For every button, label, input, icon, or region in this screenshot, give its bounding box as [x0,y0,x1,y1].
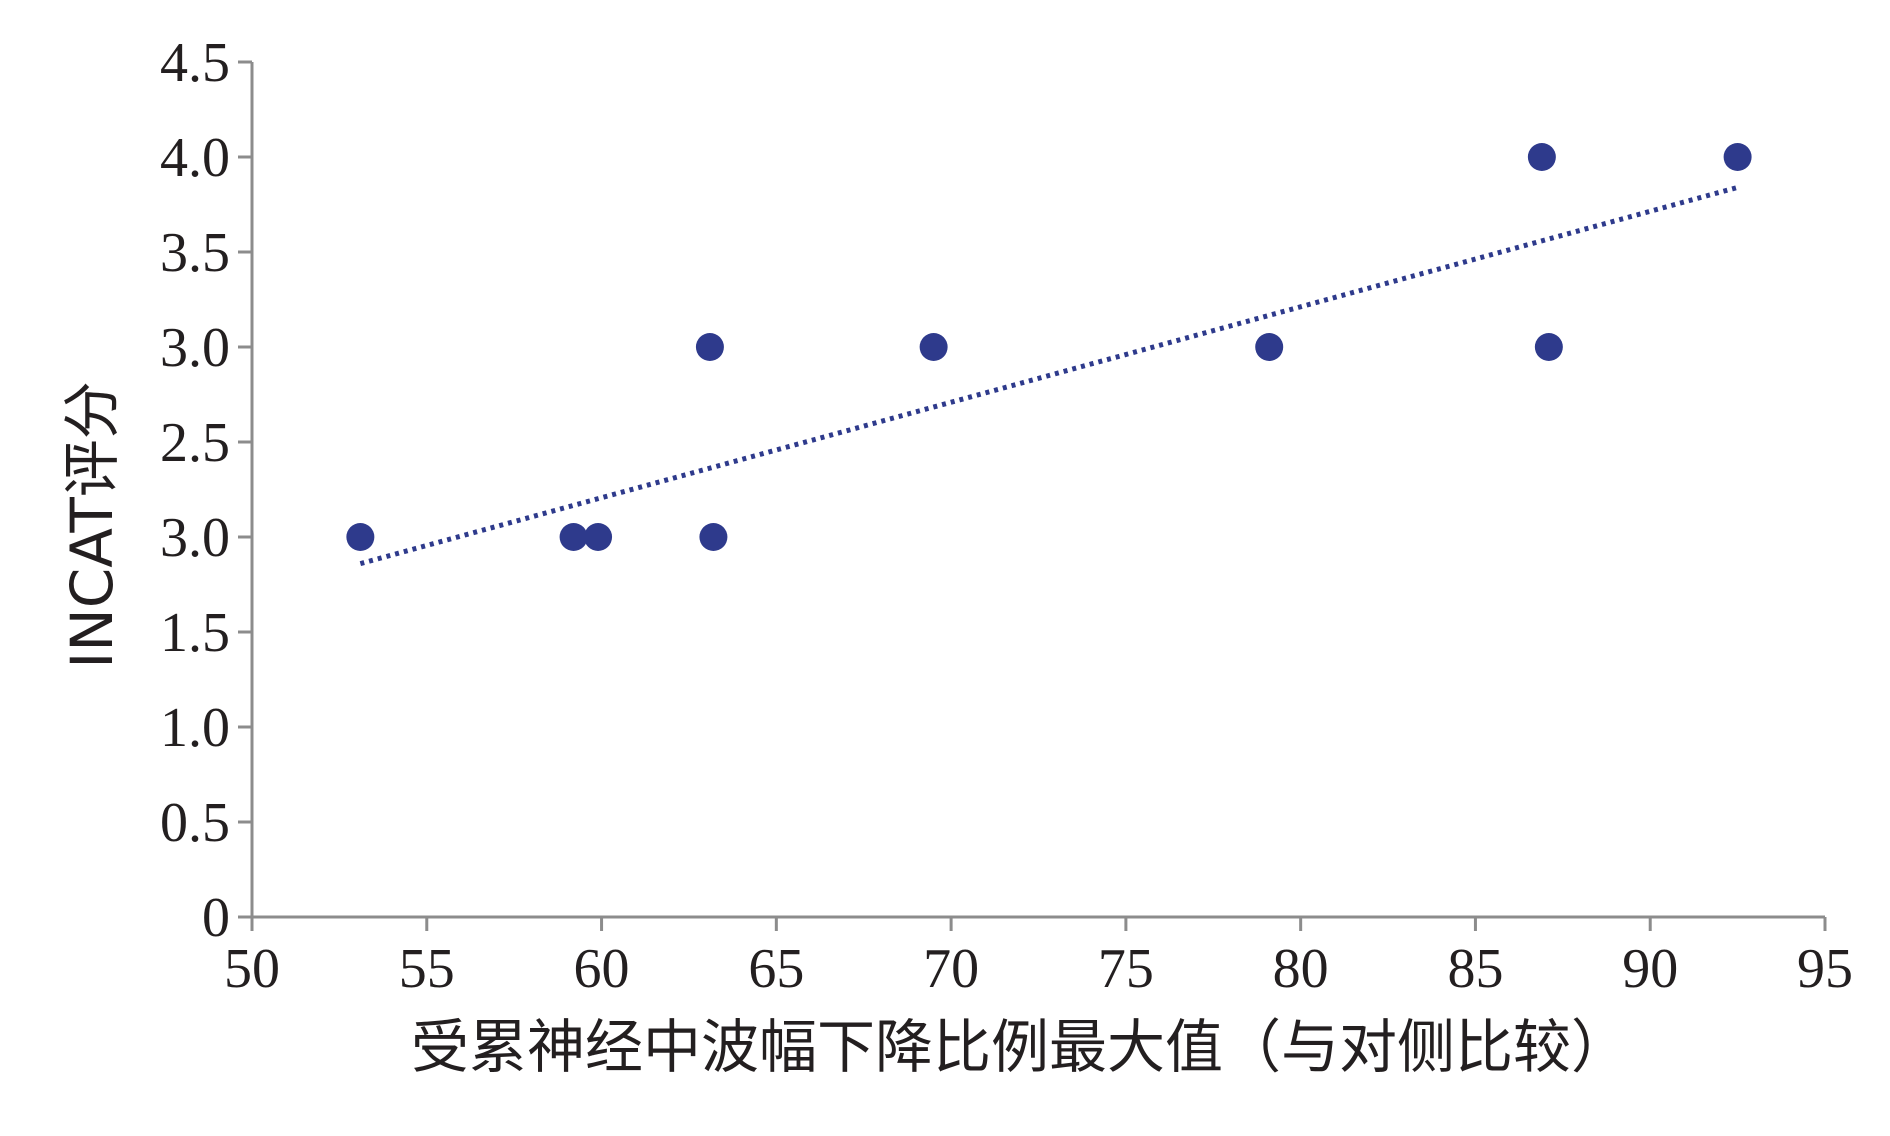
x-tick-label: 85 [1447,938,1503,1000]
axes [250,62,1825,919]
x-tick-label: 60 [574,938,630,1000]
x-tick-label: 55 [399,938,455,1000]
x-axis-ticks: 50 55 60 65 70 75 80 85 90 95 [224,917,1853,1000]
x-tick-label: 70 [923,938,979,1000]
x-tick-label: 90 [1622,938,1678,1000]
y-tick-label: 0.5 [160,792,230,854]
y-tick-label: 4.0 [160,127,230,189]
y-tick-label: 3.5 [160,222,230,284]
x-tick-label: 75 [1098,938,1154,1000]
data-point [1723,143,1752,171]
x-tick-label: 50 [224,938,280,1000]
x-tick-label: 80 [1273,938,1329,1000]
trendline [359,184,1739,567]
y-tick-label: 3.0 [160,507,230,569]
y-tick-label: 1.5 [160,602,230,664]
data-point [559,523,588,551]
y-tick-label: 2.5 [160,412,230,474]
y-axis-ticks: 0 0.5 1.0 1.5 3.0 2.5 3.0 3.5 4.0 4.5 [160,32,252,949]
data-point [1527,143,1556,171]
data-points [346,143,1752,551]
data-point [1255,333,1284,361]
x-tick-label: 65 [748,938,804,1000]
trendline-layer [359,184,1739,567]
data-point [919,333,948,361]
x-tick-label: 95 [1797,938,1853,1000]
y-axis-label: INCAT评分 [58,381,126,669]
y-tick-label: 0 [202,887,230,949]
y-tick-label: 4.5 [160,32,230,94]
data-point [695,333,724,361]
x-axis-label: 受累神经中波幅下降比例最大值（与对侧比较） [411,1013,1629,1081]
data-point [1534,333,1563,361]
data-point [346,523,375,551]
y-tick-label: 3.0 [160,317,230,379]
y-tick-label: 1.0 [160,697,230,759]
data-point [584,523,613,551]
data-point [699,523,728,551]
